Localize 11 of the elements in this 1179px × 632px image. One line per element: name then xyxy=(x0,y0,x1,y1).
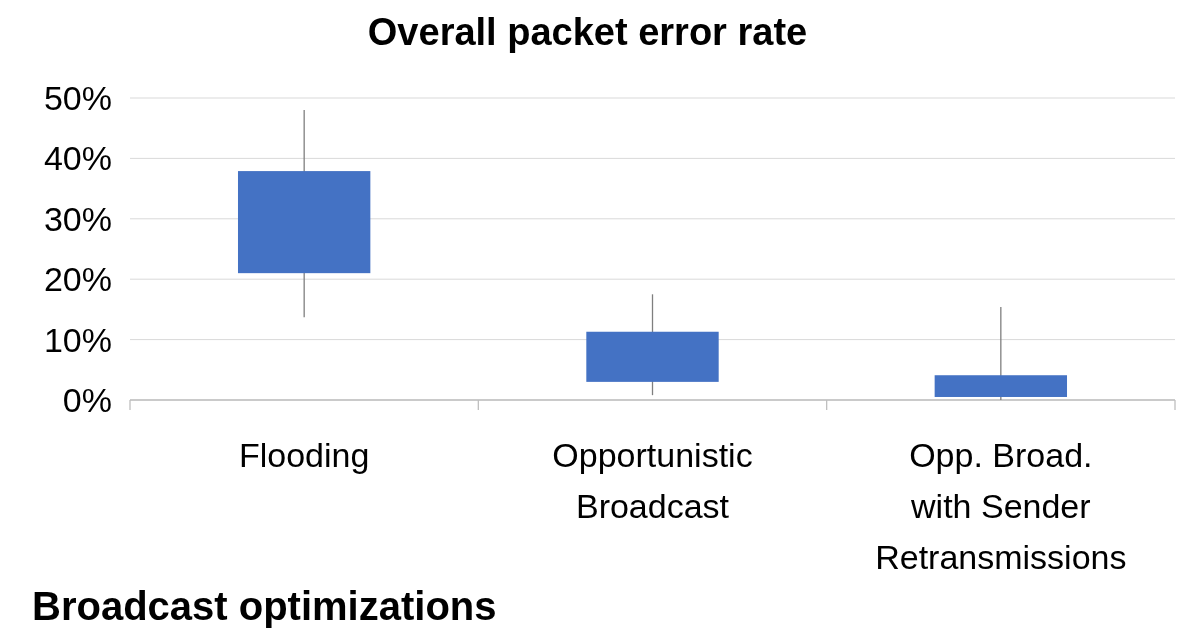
y-tick-label: 30% xyxy=(43,199,112,238)
y-tick-label: 0% xyxy=(62,380,112,419)
x-tick-label: Opp. Broad. with Sender Retransmissions xyxy=(875,436,1127,576)
y-tick-label: 10% xyxy=(43,320,112,359)
y-tick-label: 40% xyxy=(43,139,112,178)
y-tick-label: 20% xyxy=(43,260,112,299)
x-tick-label: Flooding xyxy=(238,436,370,474)
y-tick-label: 50% xyxy=(43,78,112,117)
x-tick-label: Opportunistic Broadcast xyxy=(552,436,753,525)
chart-title: Overall packet error rate xyxy=(367,11,808,53)
text: Broadcast optimizations xyxy=(32,584,497,628)
